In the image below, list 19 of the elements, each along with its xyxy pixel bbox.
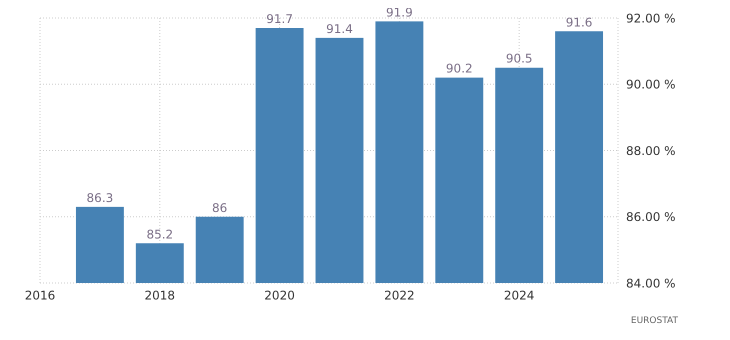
x-tick-label: 2022 (384, 288, 415, 303)
data-label: 91.7 (266, 12, 293, 26)
data-label: 90.5 (506, 52, 533, 66)
x-tick-label: 2016 (24, 288, 56, 303)
y-tick-label: 84.00 % (626, 276, 676, 290)
text: EUROSTAT (630, 316, 678, 326)
data-label: 85.2 (146, 227, 174, 242)
y-tick-label: 90.00 % (626, 78, 676, 92)
y-tick-label: 86.00 % (626, 210, 676, 224)
y-tick-label: 88.00 % (626, 144, 676, 158)
data-label: 90.2 (446, 62, 473, 76)
x-tick-label: 2024 (504, 288, 534, 303)
y-tick-label: 92.00 % (626, 11, 676, 26)
x-tick-label: 2018 (144, 288, 176, 303)
data-label: 86.3 (86, 190, 114, 205)
data-label: 86 (212, 200, 228, 215)
data-label: 91.4 (326, 22, 353, 36)
data-label: 91.6 (566, 15, 592, 30)
x-tick-label: 2020 (264, 288, 295, 303)
